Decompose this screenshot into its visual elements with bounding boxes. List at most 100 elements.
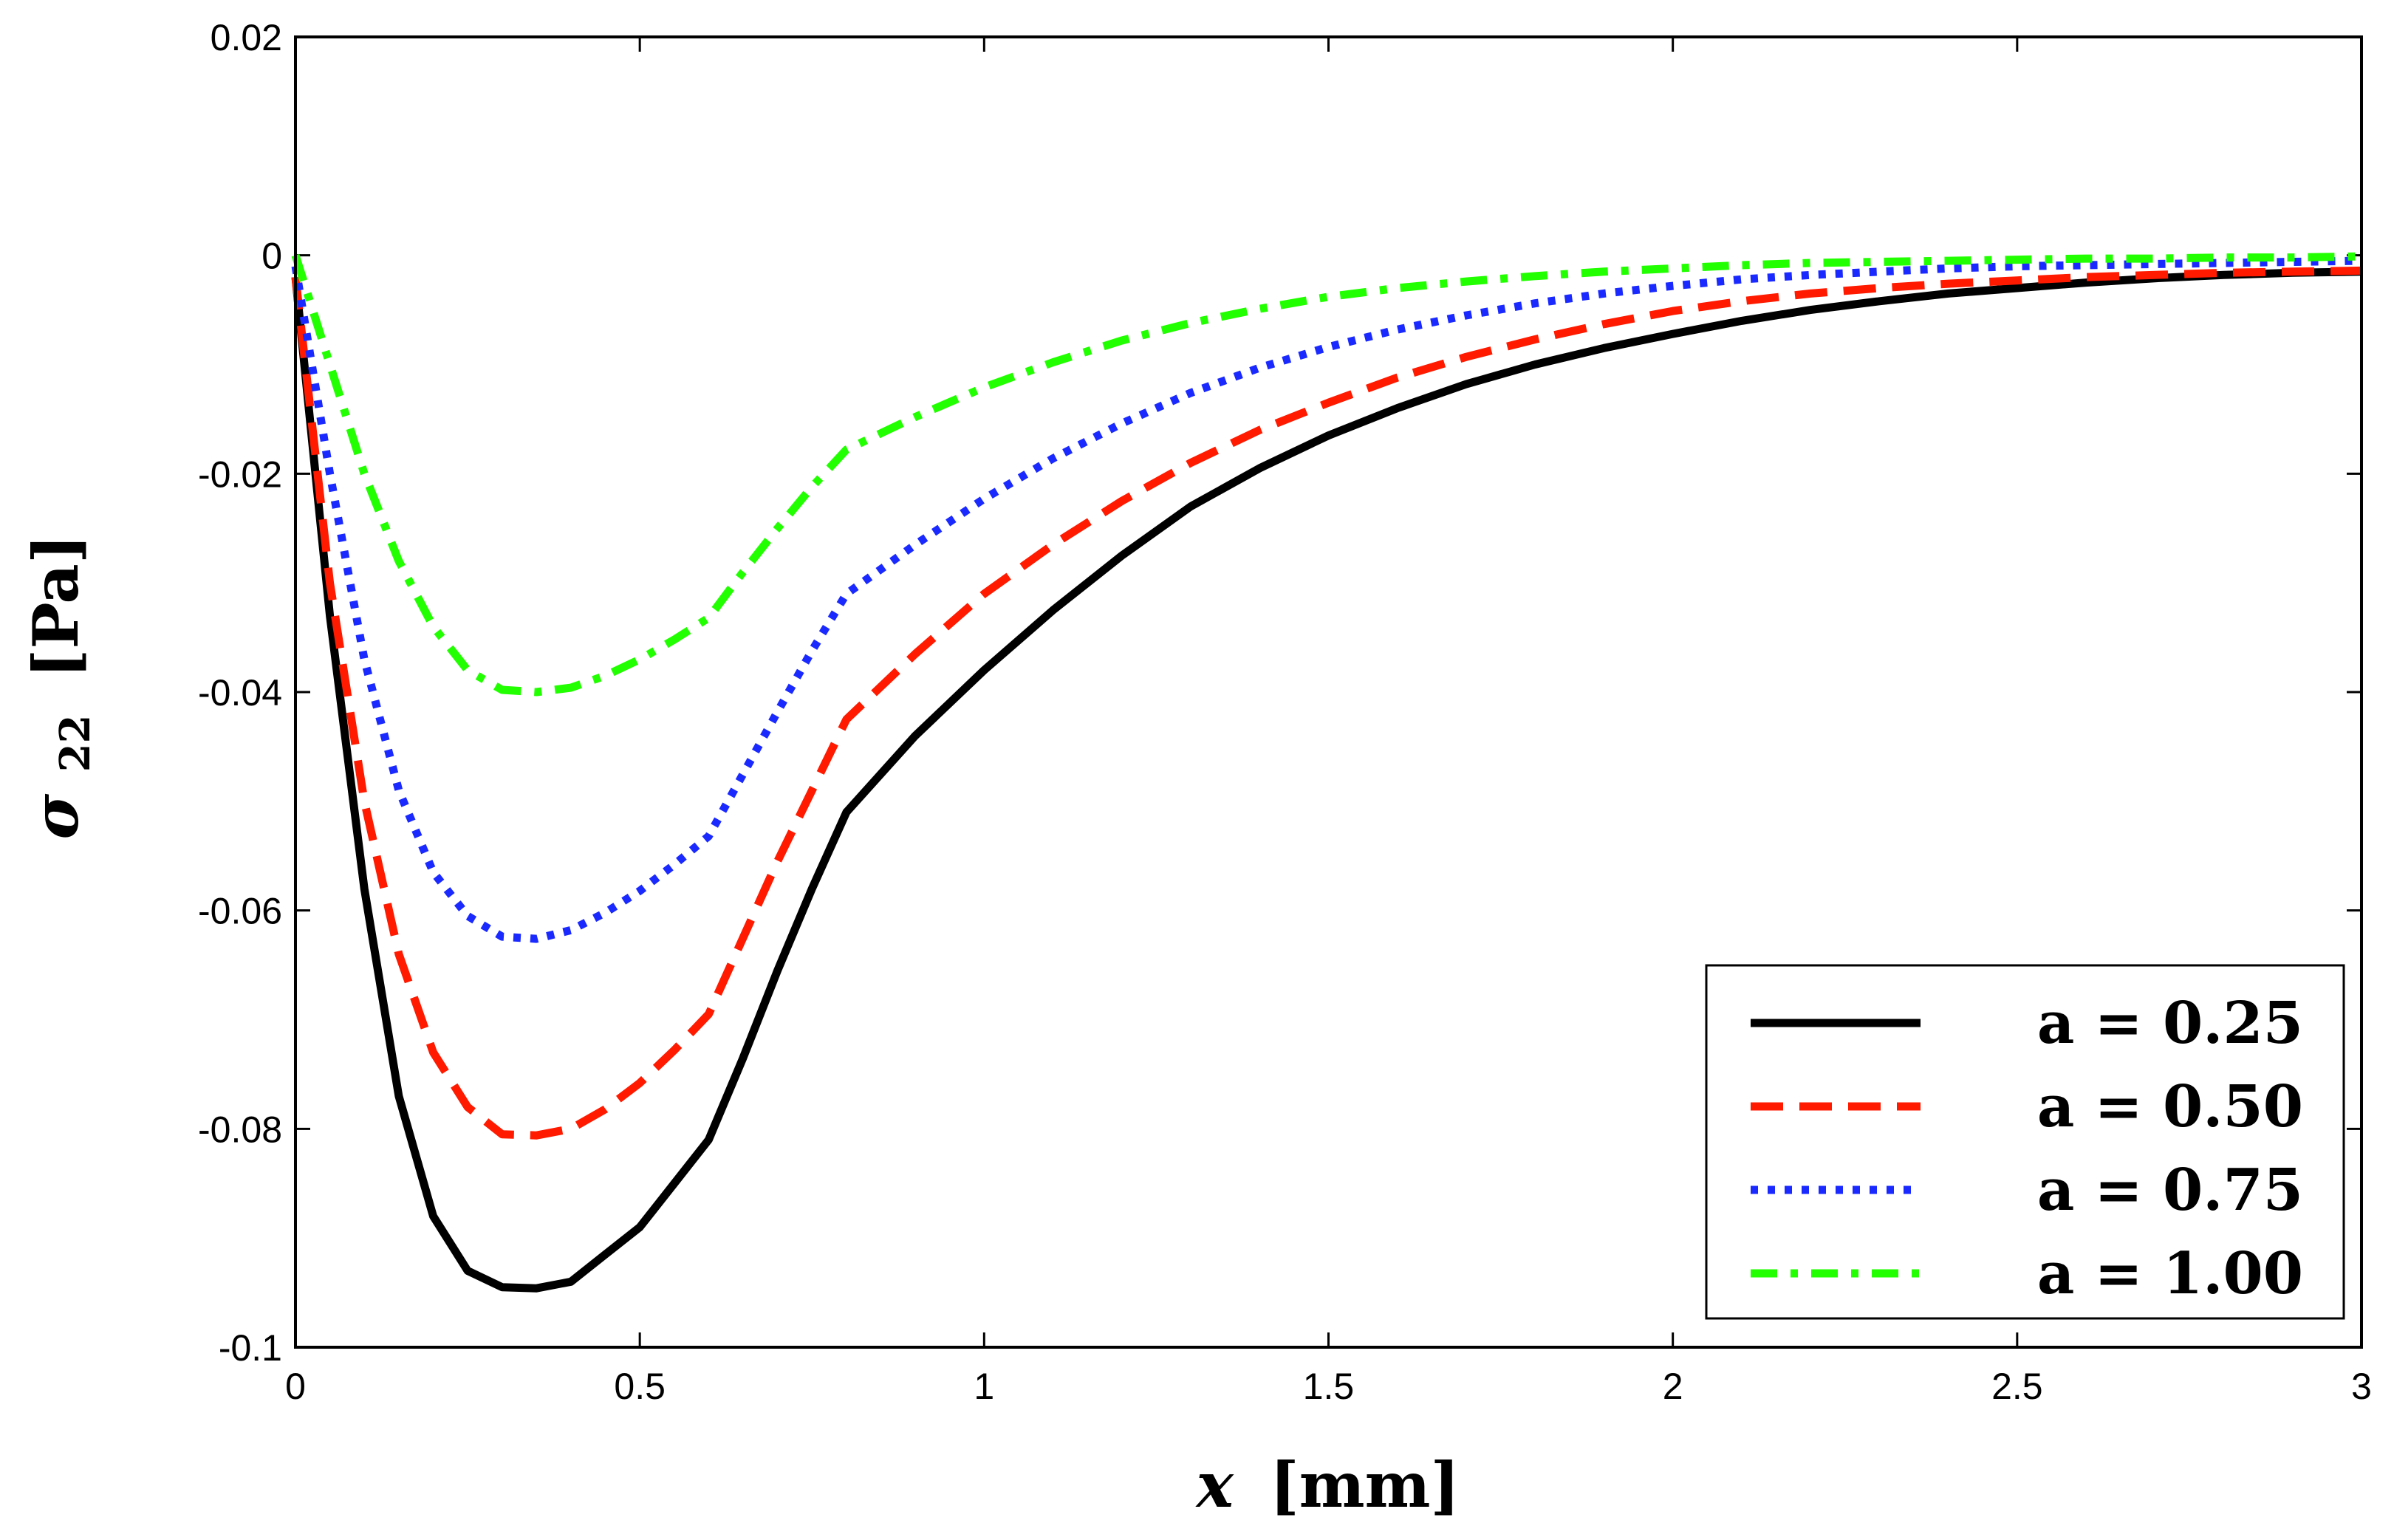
- y-axis-label: σ 22 [Pa]: [19, 534, 104, 839]
- series-line: [291, 252, 2362, 697]
- data-point: [777, 711, 778, 712]
- data-point: [1879, 271, 1880, 272]
- x-tick-label: 0: [285, 1366, 306, 1407]
- series-2: [291, 266, 2362, 1140]
- data-point: [1535, 364, 1536, 365]
- data-point: [2086, 282, 2087, 283]
- data-point: [605, 1254, 606, 1255]
- data-point: [1672, 334, 1673, 335]
- series-4: [291, 252, 2362, 697]
- y-tick-label: -0.06: [198, 891, 282, 932]
- data-point: [1672, 311, 1673, 312]
- data-point: [536, 1135, 537, 1136]
- data-point: [1121, 423, 1122, 424]
- data-point: [329, 583, 330, 584]
- data-point: [1397, 377, 1398, 378]
- legend-label: a = 0.25: [2037, 990, 2303, 1057]
- y-tick-label: -0.08: [198, 1109, 282, 1150]
- data-point: [812, 790, 813, 791]
- data-point: [777, 528, 778, 529]
- data-point: [708, 617, 709, 618]
- data-point: [1948, 268, 1949, 269]
- data-point: [1810, 275, 1811, 276]
- data-series: [291, 252, 2362, 1293]
- data-point: [1741, 264, 1742, 265]
- legend-label: a = 1.00: [2037, 1240, 2303, 1307]
- x-tick-label: 2: [1663, 1366, 1683, 1407]
- data-point: [1879, 288, 1880, 289]
- y-tick-label: 0.02: [211, 17, 282, 58]
- x-tick-label: 2.5: [1991, 1366, 2043, 1407]
- data-point: [364, 473, 365, 474]
- legend: a = 0.25 a = 0.50 a = 0.75 a = 1.00: [1705, 964, 2345, 1320]
- data-point: [1672, 286, 1673, 287]
- x-tick-labels: 0 0.5 1 1.5 2 2.5 3: [285, 1366, 2372, 1407]
- data-point: [605, 912, 606, 913]
- data-point: [2086, 264, 2087, 265]
- data-point: [1328, 346, 1329, 347]
- data-point: [1535, 303, 1536, 304]
- data-point: [2086, 277, 2087, 278]
- data-point: [2292, 271, 2293, 272]
- data-point: [1121, 555, 1122, 556]
- data-point: [1948, 293, 1949, 294]
- data-point: [570, 1281, 571, 1282]
- data-point: [1741, 279, 1742, 280]
- data-point: [536, 1288, 537, 1289]
- data-point: [1328, 435, 1329, 436]
- legend-label: a = 0.75: [2037, 1157, 2303, 1224]
- series-line: [291, 267, 2362, 1293]
- data-point: [364, 659, 365, 660]
- data-point: [2292, 261, 2293, 262]
- data-point: [812, 650, 813, 651]
- data-point: [915, 544, 916, 545]
- data-point: [1259, 367, 1260, 368]
- plot-frame: [294, 35, 2363, 1349]
- data-point: [1879, 261, 1880, 262]
- legend-label: a = 0.50: [2037, 1073, 2303, 1140]
- data-point: [984, 670, 985, 671]
- data-point: [605, 675, 606, 676]
- y-axis-subscript: 22: [51, 714, 100, 772]
- x-tick-label: 1.5: [1303, 1366, 1355, 1407]
- y-axis-unit: [Pa]: [19, 534, 92, 678]
- data-point: [433, 1052, 434, 1053]
- series-1: [291, 267, 2362, 1293]
- data-point: [846, 593, 847, 594]
- y-tick-label: -0.1: [219, 1327, 282, 1369]
- data-point: [1810, 293, 1811, 294]
- data-point: [536, 939, 537, 940]
- data-point: [1397, 288, 1398, 289]
- legend-items: a = 0.25 a = 0.50 a = 0.75 a = 1.00: [1751, 990, 2303, 1307]
- series-line: [291, 256, 2362, 943]
- data-point: [708, 1014, 709, 1015]
- series-line: [291, 266, 2362, 1140]
- data-point: [329, 473, 330, 474]
- data-point: [329, 615, 330, 616]
- data-point: [1328, 296, 1329, 297]
- data-point: [743, 773, 744, 774]
- series-3: [291, 256, 2362, 943]
- y-axis-variable: σ: [19, 794, 92, 840]
- x-axis-variable: x: [1195, 1448, 1234, 1522]
- x-tick-label: 0.5: [614, 1366, 666, 1407]
- data-point: [570, 930, 571, 931]
- x-axis-label: x [mm]: [1195, 1448, 1460, 1522]
- data-point: [536, 692, 537, 693]
- data-point: [1397, 329, 1398, 330]
- data-point: [2223, 263, 2224, 264]
- y-tick-label: 0: [261, 236, 282, 277]
- y-tick-label: -0.04: [198, 672, 282, 713]
- data-point: [1259, 430, 1260, 431]
- data-point: [1672, 268, 1673, 269]
- x-tick-label: 3: [2351, 1366, 2372, 1407]
- data-point: [1535, 339, 1536, 340]
- data-point: [2292, 257, 2293, 258]
- data-point: [433, 626, 434, 627]
- y-tick-label: -0.02: [198, 454, 282, 495]
- data-point: [2223, 275, 2224, 276]
- x-tick-label: 1: [974, 1366, 994, 1407]
- data-point: [846, 449, 847, 450]
- data-point: [1121, 501, 1122, 502]
